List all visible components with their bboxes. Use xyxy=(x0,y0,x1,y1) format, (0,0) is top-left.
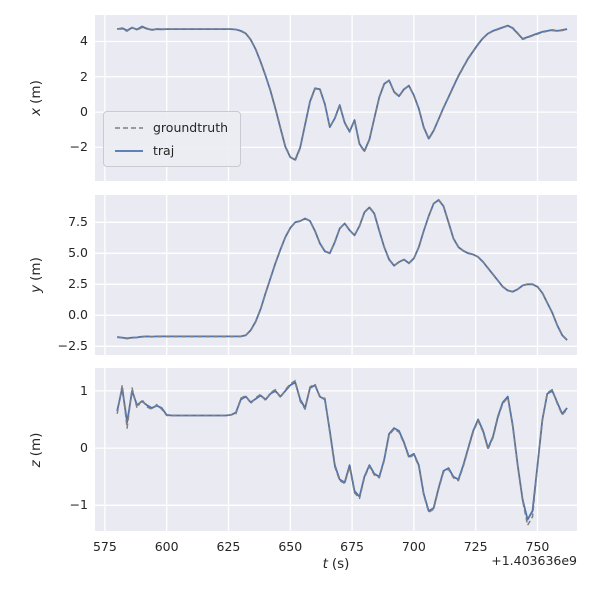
x-tick-label: 700 xyxy=(401,539,426,554)
x-tick-label: 725 xyxy=(463,539,488,554)
legend-entry-groundtruth: groundtruth xyxy=(114,120,228,135)
y-tick-label: 0 xyxy=(80,440,88,456)
series-traj xyxy=(116,381,568,521)
x-axis-label-unit: (s) xyxy=(331,556,350,572)
y-tick-label: 0 xyxy=(80,104,88,120)
y-tick-label: −2 xyxy=(69,139,88,155)
subplot-z xyxy=(95,368,577,531)
series-groundtruth xyxy=(117,198,568,341)
series-groundtruth xyxy=(117,25,568,162)
y-tick-label: 1 xyxy=(80,382,88,398)
x-tick-label: 600 xyxy=(154,539,179,554)
series-groundtruth xyxy=(116,379,568,527)
y-tick-label: −2.5 xyxy=(57,338,88,354)
subplot-y xyxy=(95,195,577,355)
z-plot-canvas xyxy=(95,368,577,531)
y-tick-label: 2.5 xyxy=(68,276,88,292)
x-axis-label-var: t xyxy=(322,556,328,572)
subplot-x: groundtruth traj xyxy=(95,15,577,181)
x-tick-label: 675 xyxy=(340,539,364,554)
dashed-line-icon xyxy=(115,126,143,129)
x-tick-label: 750 xyxy=(525,539,550,554)
legend: groundtruth traj xyxy=(103,111,242,167)
y-axis-label-z-var: z xyxy=(28,460,44,468)
legend-label-traj: traj xyxy=(153,143,175,158)
legend-entry-traj: traj xyxy=(114,143,228,158)
x-axis-offset-label: +1.403636e9 xyxy=(491,553,577,568)
y-tick-label: −1 xyxy=(69,497,88,513)
x-tick-label: 625 xyxy=(216,539,241,554)
y-tick-label: 2 xyxy=(80,68,88,84)
x-tick-label: 575 xyxy=(92,539,117,554)
y-tick-label: 4 xyxy=(80,33,88,49)
legend-label-groundtruth: groundtruth xyxy=(153,120,229,135)
y-plot-canvas xyxy=(95,195,577,355)
y-tick-label: 7.5 xyxy=(68,214,88,230)
y-tick-label: 0.0 xyxy=(68,307,88,323)
x-axis-label: t (s) xyxy=(236,556,436,572)
series-traj xyxy=(117,199,568,341)
y-tick-label: 5.0 xyxy=(68,245,88,261)
x-tick-label: 650 xyxy=(278,539,303,554)
solid-line-icon xyxy=(115,149,143,152)
